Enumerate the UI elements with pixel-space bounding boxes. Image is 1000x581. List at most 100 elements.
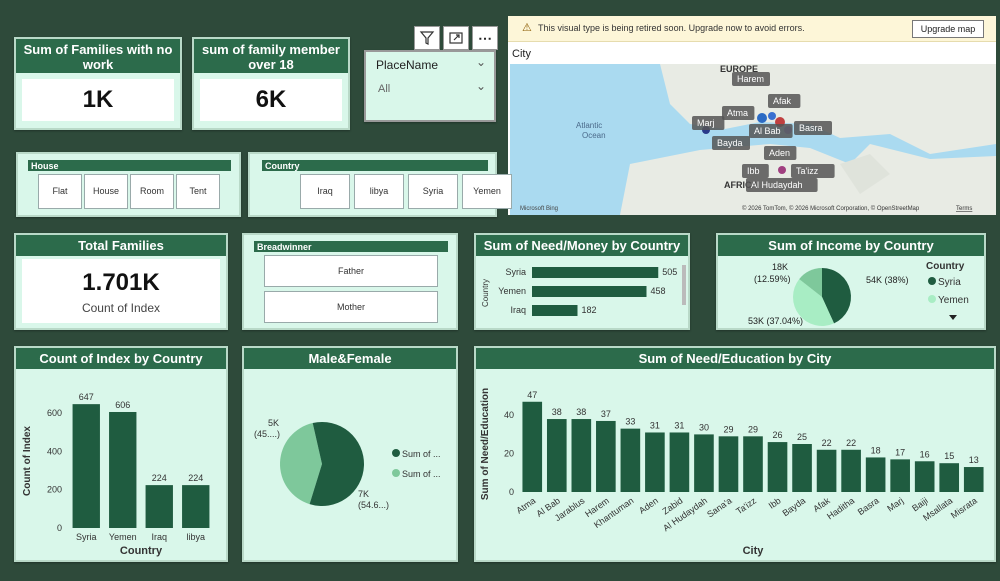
bar[interactable]: [694, 434, 714, 492]
bar[interactable]: [939, 463, 960, 492]
bar[interactable]: [743, 436, 763, 492]
map-city-label-bg: [746, 178, 818, 192]
male-female-chart: 5K (45....) 7K (54.6...) Sum of ... Sum …: [254, 418, 441, 510]
map-city-label-bg: [794, 121, 832, 135]
income-label-a: 54K (38%): [866, 275, 909, 285]
house_slicer-tile[interactable]: Flat: [38, 174, 82, 209]
bar[interactable]: [109, 411, 137, 528]
mf-legend-2[interactable]: Sum of ...: [402, 469, 441, 479]
pie-slice[interactable]: [799, 268, 822, 297]
bar[interactable]: [182, 485, 210, 528]
pie-slice[interactable]: [309, 422, 364, 506]
mf-label-b2: (54.6...): [358, 500, 389, 510]
bar[interactable]: [645, 432, 665, 492]
bar[interactable]: [767, 442, 788, 492]
bar[interactable]: [963, 467, 984, 492]
kpi-over18-title: sum of family member over 18: [194, 39, 348, 73]
total-families-title: Total Families: [16, 235, 226, 256]
bar[interactable]: [532, 305, 578, 316]
map-terms-link[interactable]: Terms: [956, 206, 972, 212]
map-visual[interactable]: ⚠ This visual type is being retired soon…: [508, 16, 996, 215]
country_slicer-tile[interactable]: libya: [354, 174, 404, 209]
bar[interactable]: [792, 444, 812, 492]
data-label: 224: [152, 473, 167, 483]
x-tick-label: Sana'a: [705, 495, 733, 519]
map-city-label[interactable]: Afak: [773, 96, 792, 106]
map-city-label[interactable]: Aden: [769, 148, 790, 158]
data-label: 38: [552, 407, 562, 417]
pie-slice[interactable]: [822, 268, 851, 324]
focus-mode-icon[interactable]: [443, 26, 469, 50]
bar[interactable]: [72, 404, 100, 528]
need-money-title: Sum of Need/Money by Country: [476, 235, 688, 256]
map-city-label[interactable]: Ta'izz: [796, 166, 819, 176]
map-city-label[interactable]: Bayda: [717, 138, 743, 148]
map-city-label[interactable]: Ibb: [747, 166, 760, 176]
scrollbar[interactable]: [682, 265, 686, 305]
bar[interactable]: [571, 419, 592, 492]
map-warning-bar: ⚠ This visual type is being retired soon…: [508, 16, 996, 42]
y-tick-label: 200: [47, 485, 62, 495]
data-label: 30: [699, 422, 709, 432]
data-label: 458: [651, 286, 666, 296]
house_slicer-tile[interactable]: Room: [130, 174, 174, 209]
country_slicer-tile[interactable]: Yemen: [462, 174, 512, 209]
need-money-chart: Country Syria 505 Yemen 458 Iraq 182: [481, 265, 686, 316]
more-options-icon[interactable]: ⋯: [472, 26, 498, 50]
pie-slice[interactable]: [793, 279, 835, 326]
bar[interactable]: [620, 428, 641, 492]
data-label: 13: [969, 455, 979, 465]
bar[interactable]: [532, 286, 647, 297]
chevron-down-icon[interactable]: ⌄: [475, 55, 486, 69]
bar[interactable]: [841, 449, 861, 492]
map-city-label[interactable]: Harem: [737, 74, 764, 84]
mf-label-b1: 7K: [358, 489, 369, 499]
bar[interactable]: [914, 461, 935, 492]
income-legend-yemen[interactable]: Yemen: [938, 295, 969, 306]
bar[interactable]: [718, 436, 739, 492]
map-city-label[interactable]: Atma: [727, 108, 748, 118]
house_slicer-tile[interactable]: House: [84, 174, 128, 209]
map-city-label-bg: [722, 106, 755, 120]
country_slicer-tile[interactable]: Iraq: [300, 174, 350, 209]
bar[interactable]: [890, 459, 910, 492]
map-city-label[interactable]: Al Hudaydah: [751, 180, 803, 190]
breadwinner-item[interactable]: Father: [264, 255, 438, 287]
place-slicer-value[interactable]: All: [378, 83, 391, 95]
total-families-value: 1.701K: [82, 269, 160, 296]
map-city-label[interactable]: Al Bab: [754, 126, 781, 136]
data-label: 647: [79, 392, 94, 402]
x-tick-label: Iraq: [151, 532, 167, 542]
bar[interactable]: [669, 432, 690, 492]
bar[interactable]: [596, 420, 616, 492]
map-warning-text: This visual type is being retired soon. …: [538, 23, 805, 33]
place-slicer-label: PlaceName: [376, 58, 439, 72]
chevron-down-icon[interactable]: ⌄: [475, 79, 486, 93]
mf-legend-1[interactable]: Sum of ...: [402, 449, 441, 459]
bar[interactable]: [865, 457, 886, 492]
bar[interactable]: [546, 419, 567, 492]
house_slicer-tile[interactable]: Tent: [176, 174, 220, 209]
breadwinner-item[interactable]: Mother: [264, 291, 438, 323]
x-tick-label: Yemen: [109, 532, 137, 542]
place-slicer[interactable]: PlaceName ⌄ All ⌄: [364, 50, 496, 122]
kpi-no-work-card: Sum of Families with no work 1K: [14, 37, 182, 130]
data-label: 31: [674, 420, 684, 430]
map-label-ocean-2: Ocean: [582, 131, 606, 140]
map-canvas[interactable]: EUROPE AFRICA Atlantic Ocean Harem Afak At…: [510, 64, 996, 215]
bar[interactable]: [532, 267, 659, 278]
map-city-label[interactable]: Basra: [799, 123, 823, 133]
income-legend-syria[interactable]: Syria: [938, 277, 961, 288]
filter-icon[interactable]: [414, 26, 440, 50]
country_slicer-tile[interactable]: Syria: [408, 174, 458, 209]
upgrade-map-button[interactable]: Upgrade map: [912, 20, 984, 38]
map-city-label[interactable]: Marj: [697, 118, 715, 128]
bar[interactable]: [816, 449, 837, 492]
bar[interactable]: [145, 485, 173, 528]
y-tick-label: 400: [47, 446, 62, 456]
legend-more-icon[interactable]: [949, 315, 957, 320]
pie-slice[interactable]: [280, 423, 322, 505]
bar[interactable]: [522, 401, 543, 492]
income-title: Sum of Income by Country: [718, 235, 984, 256]
data-label: 31: [650, 420, 660, 430]
